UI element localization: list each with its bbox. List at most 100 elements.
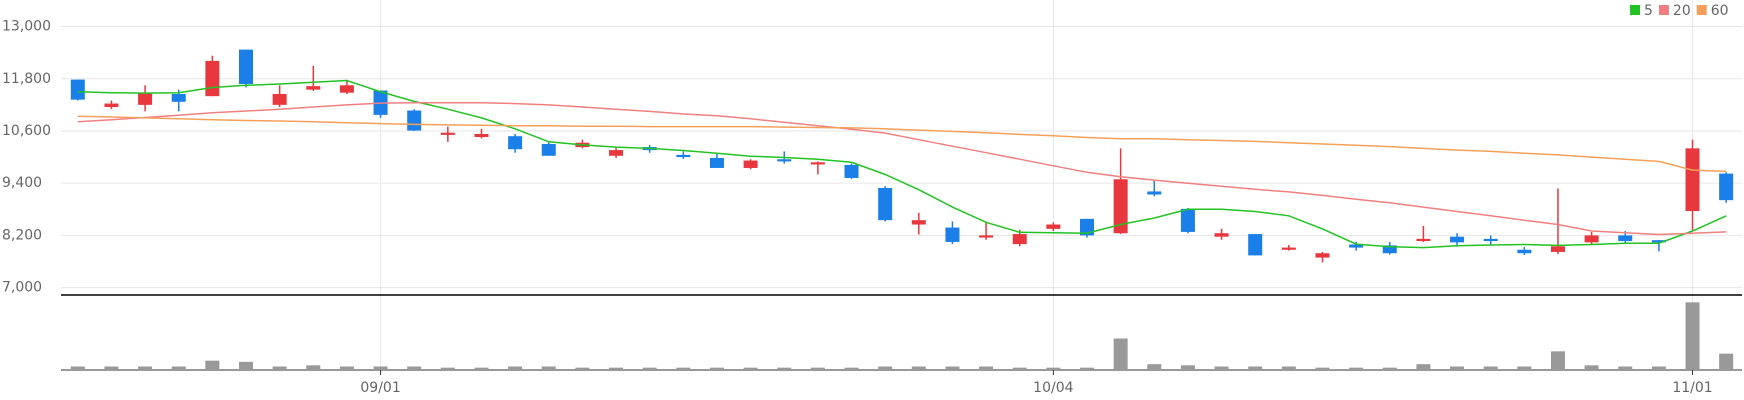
- candle-body: [272, 93, 287, 105]
- candle-body: [945, 227, 960, 242]
- candle-body: [1180, 208, 1195, 232]
- candle-body: [239, 49, 253, 84]
- candle-body: [407, 110, 422, 131]
- volume-bar: [1483, 366, 1498, 370]
- volume-bar: [945, 366, 960, 370]
- volume-bar: [1651, 366, 1666, 370]
- candle-body: [878, 187, 893, 221]
- candle-body: [1651, 240, 1666, 243]
- volume-bar: [1618, 366, 1633, 370]
- volume-bar: [1113, 338, 1128, 370]
- candle-body: [104, 103, 119, 108]
- volume-bar: [407, 366, 422, 370]
- candle-body: [1281, 247, 1296, 250]
- candle-body: [1483, 238, 1498, 242]
- volume-bar: [1214, 366, 1229, 370]
- candle-body: [1719, 173, 1734, 201]
- volume-bar: [609, 367, 624, 370]
- volume-bar: [878, 366, 893, 370]
- volume-bar: [1517, 366, 1532, 370]
- volume-bar: [104, 366, 119, 370]
- candle-body: [844, 164, 859, 178]
- x-tick-label: 10/04: [1033, 380, 1073, 396]
- candle-body: [1248, 234, 1263, 256]
- volume-bar: [844, 367, 859, 370]
- candle-body: [171, 93, 186, 102]
- candle-body: [1584, 235, 1599, 243]
- candle-body: [1550, 246, 1565, 252]
- volume-bar: [306, 365, 321, 370]
- volume-bar: [575, 367, 590, 370]
- volume-bar: [1584, 365, 1599, 370]
- volume-bar: [1046, 367, 1061, 370]
- volume-bar: [508, 366, 523, 370]
- candle-body: [1416, 238, 1431, 242]
- volume-bar: [1719, 353, 1734, 370]
- candle-body: [1315, 253, 1330, 258]
- volume-bar: [1349, 367, 1364, 370]
- volume-bar: [541, 366, 556, 370]
- candle-body: [205, 60, 220, 97]
- x-tick-label: 09/01: [360, 380, 400, 396]
- candle-body: [70, 79, 85, 100]
- candle-body: [1618, 235, 1633, 242]
- volume-bar: [911, 366, 926, 370]
- y-tick-label: 7,000: [2, 280, 42, 296]
- legend-label: 20: [1673, 3, 1691, 19]
- candle-body: [1685, 148, 1700, 212]
- candle-body: [508, 136, 523, 150]
- volume-bar: [171, 366, 186, 370]
- candle-body: [1450, 236, 1465, 243]
- candle-body: [306, 86, 321, 90]
- volume-bar: [373, 366, 388, 370]
- candle-body: [810, 162, 825, 165]
- candle-body: [440, 132, 455, 135]
- candle-body: [474, 134, 489, 138]
- candle-body: [676, 154, 691, 158]
- candle-body: [1046, 224, 1061, 229]
- volume-bar: [1180, 365, 1195, 370]
- volume-bar: [1382, 367, 1397, 370]
- candle-body: [979, 235, 994, 238]
- volume-bar: [474, 367, 489, 370]
- volume-bar: [676, 367, 691, 370]
- candle-body: [1382, 245, 1397, 254]
- legend-label: 5: [1644, 3, 1653, 19]
- y-tick-label: 9,400: [2, 175, 42, 191]
- volume-bar: [1248, 366, 1263, 370]
- candle-body: [541, 144, 556, 156]
- candle-body: [1147, 191, 1162, 195]
- legend-swatch: [1696, 5, 1707, 15]
- volume-bar: [1450, 366, 1465, 370]
- volume-bar: [1281, 366, 1296, 370]
- volume-bar: [138, 366, 153, 370]
- volume-bar: [239, 361, 253, 370]
- candle-body: [609, 150, 624, 156]
- y-tick-label: 13,000: [2, 19, 51, 35]
- x-tick-label: 11/01: [1672, 380, 1712, 396]
- ma-line: [77, 79, 1727, 249]
- volume-bar: [979, 366, 994, 370]
- candle-body: [1080, 218, 1094, 236]
- y-tick-label: 10,600: [2, 123, 51, 139]
- volume-bar: [1147, 364, 1162, 370]
- candle-body: [339, 85, 354, 93]
- volume-bar: [777, 367, 792, 370]
- candle-body: [777, 159, 792, 162]
- candle-body: [1113, 179, 1128, 234]
- volume-bar: [70, 366, 85, 370]
- volume-bar: [205, 360, 220, 370]
- candle-body: [709, 157, 724, 168]
- volume-bar: [1012, 367, 1027, 370]
- volume-bar: [642, 367, 657, 370]
- volume-bar: [1685, 302, 1700, 370]
- volume-bar: [1315, 367, 1330, 370]
- candle-body: [138, 93, 153, 105]
- y-tick-label: 8,200: [2, 227, 42, 243]
- legend-label: 60: [1711, 3, 1729, 19]
- candle-body: [911, 220, 926, 225]
- legend-swatch: [1630, 5, 1640, 15]
- ma-line: [77, 115, 1727, 173]
- candle-body: [1517, 249, 1532, 254]
